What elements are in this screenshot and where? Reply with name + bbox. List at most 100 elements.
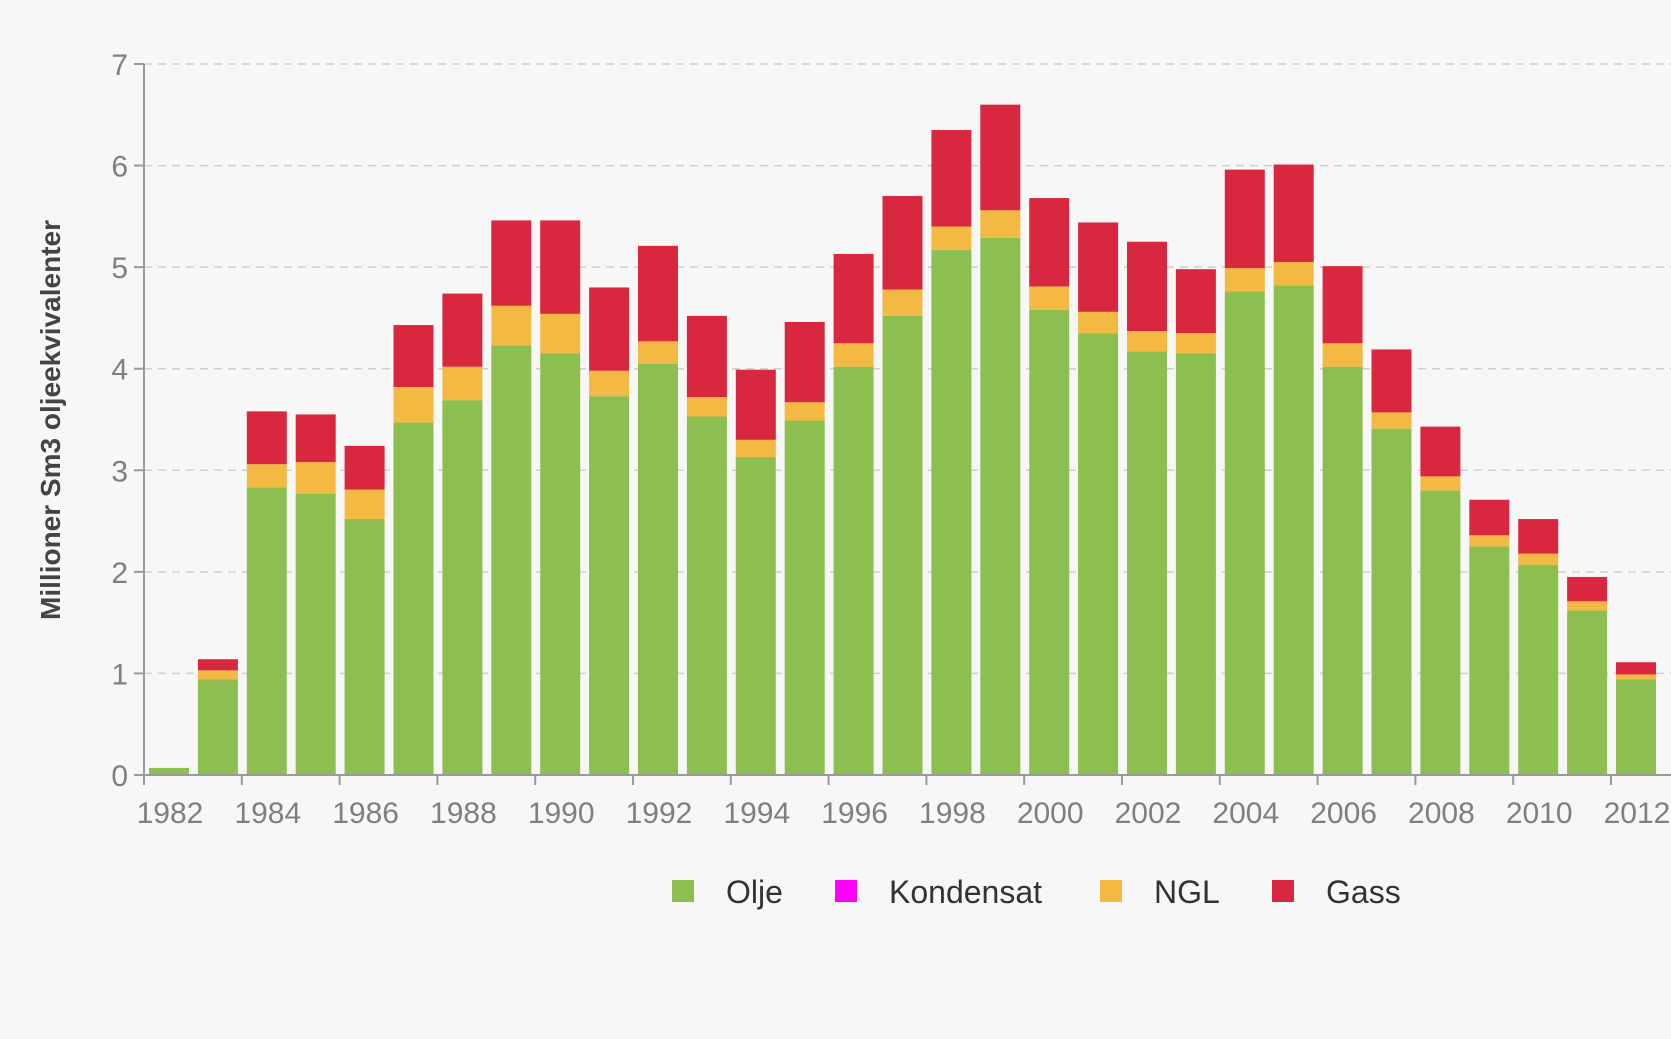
x-tick-label: 2010 xyxy=(1506,797,1573,830)
bar-ngl-1998 xyxy=(931,226,972,250)
bar-ngl-2010 xyxy=(1518,553,1559,565)
bar-gass-2000 xyxy=(1029,198,1070,287)
x-tick-label: 1984 xyxy=(234,797,301,830)
bar-stack-1988 xyxy=(442,293,483,775)
bar-stack-1996 xyxy=(833,253,874,775)
bar-olje-2010 xyxy=(1518,564,1559,775)
bar-gass-1986 xyxy=(344,445,385,490)
bar-olje-1999 xyxy=(980,237,1021,776)
bar-ngl-1986 xyxy=(344,489,385,520)
bar-gass-2001 xyxy=(1078,222,1119,312)
bar-stack-1989 xyxy=(491,220,532,775)
bar-ngl-1991 xyxy=(589,370,630,397)
bar-olje-1995 xyxy=(784,420,825,775)
bar-ngl-1995 xyxy=(784,402,825,421)
bar-olje-2002 xyxy=(1127,351,1167,775)
bar-olje-2009 xyxy=(1469,546,1510,775)
bar-gass-1991 xyxy=(589,287,630,371)
bar-olje-1993 xyxy=(686,416,727,775)
x-tick-label: 1994 xyxy=(723,797,790,830)
bar-ngl-1984 xyxy=(246,464,287,488)
bar-ngl-1988 xyxy=(442,366,483,401)
bar-olje-1990 xyxy=(540,353,581,775)
x-tick-label: 1986 xyxy=(332,797,399,830)
bar-gass-1983 xyxy=(197,659,238,671)
bar-olje-1987 xyxy=(393,422,434,775)
bar-stack-2002 xyxy=(1127,241,1167,775)
bar-olje-1983 xyxy=(197,679,238,775)
bar-ngl-1999 xyxy=(980,210,1021,238)
y-tick-labels: 0 1 2 3 4 5 6 7 xyxy=(111,49,144,793)
bar-gass-1990 xyxy=(540,220,581,314)
bar-gass-1994 xyxy=(735,369,776,440)
bar-gass-1984 xyxy=(246,411,287,465)
bar-olje-2000 xyxy=(1029,309,1070,775)
bar-stack-1987 xyxy=(393,325,434,775)
bar-ngl-1990 xyxy=(540,313,581,354)
legend-item-olje: Olje xyxy=(672,874,783,910)
bar-ngl-2003 xyxy=(1175,333,1216,354)
bar-stack-1995 xyxy=(784,321,825,775)
bar-stack-1982 xyxy=(149,767,189,775)
x-tick-label: 1982 xyxy=(137,797,204,830)
bar-stack-1985 xyxy=(295,414,336,775)
bar-gass-1985 xyxy=(295,414,336,463)
bar-stack-2001 xyxy=(1078,222,1119,775)
bar-stack-2011 xyxy=(1567,576,1608,775)
bar-gass-2008 xyxy=(1420,426,1461,477)
bar-olje-2012 xyxy=(1616,679,1656,775)
y-tick-label: 5 xyxy=(111,252,128,285)
bar-olje-1997 xyxy=(882,315,923,775)
bar-ngl-1997 xyxy=(882,289,923,316)
bar-stack-1990 xyxy=(540,220,581,775)
bar-olje-1982 xyxy=(149,767,189,775)
bar-ngl-2009 xyxy=(1469,535,1510,547)
bar-gass-2003 xyxy=(1175,269,1216,334)
legend-swatch xyxy=(1272,880,1294,902)
bar-olje-2004 xyxy=(1224,291,1265,775)
bar-gass-2006 xyxy=(1322,266,1363,344)
x-tick-labels: 1982 1984 1986 1988 1990 1992 1994 1996 1998 2000… xyxy=(137,775,1671,830)
x-tick-label: 2012 xyxy=(1604,797,1671,830)
y-tick-label: 7 xyxy=(111,49,128,82)
bar-stack-1984 xyxy=(246,411,287,775)
bar-gass-1993 xyxy=(686,315,727,398)
legend-label: NGL xyxy=(1154,874,1220,910)
bar-ngl-1993 xyxy=(686,397,727,417)
y-tick-label: 2 xyxy=(111,557,128,590)
bar-olje-1985 xyxy=(295,493,336,775)
bar-olje-1984 xyxy=(246,487,287,775)
bar-ngl-2001 xyxy=(1078,311,1119,334)
bar-stack-1999 xyxy=(980,104,1021,776)
x-tick-label: 2008 xyxy=(1408,797,1475,830)
legend-swatch xyxy=(672,880,694,902)
bar-stack-2009 xyxy=(1469,499,1510,775)
legend-label: Olje xyxy=(726,874,783,910)
bar-stack-2012 xyxy=(1616,662,1656,775)
legend-item-ngl: NGL xyxy=(1100,874,1220,910)
bar-ngl-2011 xyxy=(1567,601,1608,611)
x-tick-label: 2006 xyxy=(1310,797,1377,830)
x-tick-label: 1998 xyxy=(919,797,986,830)
axes xyxy=(143,64,1671,776)
legend-swatch xyxy=(835,880,857,902)
legend-label: Kondensat xyxy=(889,874,1042,910)
bar-gass-1995 xyxy=(784,321,825,403)
bar-olje-1991 xyxy=(589,396,630,775)
legend-item-kondensat: Kondensat xyxy=(835,874,1042,910)
bar-olje-2005 xyxy=(1273,285,1314,775)
bar-stack-1992 xyxy=(638,245,678,775)
bar-gass-1999 xyxy=(980,104,1021,211)
bar-gass-2004 xyxy=(1224,169,1265,269)
bar-stack-2000 xyxy=(1029,198,1070,775)
bar-stack-2006 xyxy=(1322,266,1363,775)
bar-stack-2003 xyxy=(1175,269,1216,775)
bar-gass-1989 xyxy=(491,220,532,306)
bar-ngl-1994 xyxy=(735,439,776,458)
bar-stack-2010 xyxy=(1518,519,1559,775)
bar-ngl-2000 xyxy=(1029,286,1070,310)
bar-gass-2010 xyxy=(1518,519,1559,554)
bar-olje-1986 xyxy=(344,519,385,775)
bar-olje-1988 xyxy=(442,400,483,775)
